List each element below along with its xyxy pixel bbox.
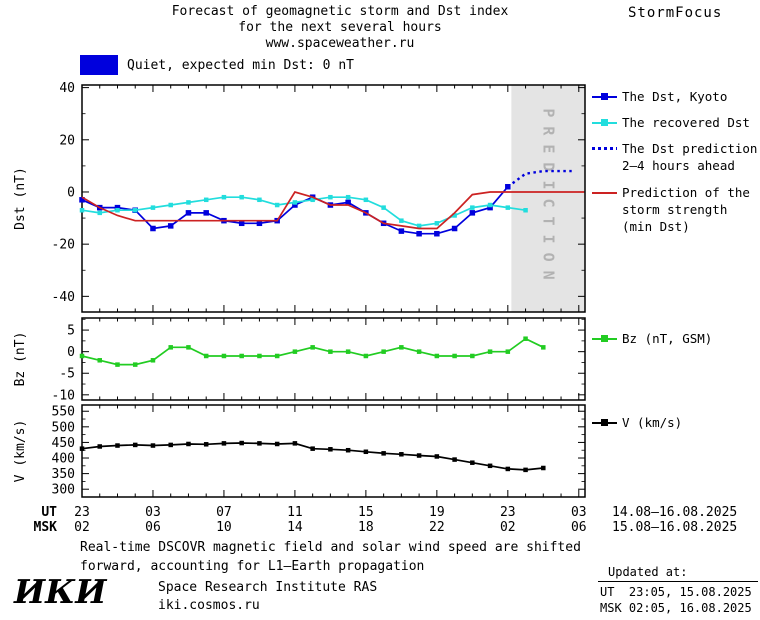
svg-text:0: 0: [67, 185, 75, 200]
svg-text:20: 20: [59, 133, 75, 148]
recovered-dst-marker-icon: [592, 116, 617, 129]
v-axis-label: V (km/s): [13, 420, 28, 483]
legend-label: The Dst prediction 2–4 hours ahead: [622, 141, 758, 173]
svg-text:10: 10: [216, 520, 232, 535]
svg-text:03: 03: [145, 505, 161, 520]
svg-text:-5: -5: [59, 367, 75, 382]
source-url: www.spaceweather.ru: [265, 36, 415, 51]
legend-item-bz: Bz (nT, GSM): [592, 330, 712, 347]
institute-website: iki.cosmos.ru: [158, 598, 260, 613]
svg-text:0: 0: [67, 345, 75, 360]
svg-text:UT: UT: [41, 505, 57, 520]
quiet-status-text: Quiet, expected min Dst: 0 nT: [127, 57, 354, 73]
bz-marker-icon: [592, 332, 617, 345]
svg-text:MSK: MSK: [34, 520, 58, 535]
storm-strength-marker-icon: [592, 186, 617, 199]
dst-prediction-marker-icon: [592, 142, 617, 155]
institute-name: Space Research Institute RAS: [158, 580, 378, 595]
svg-text:06: 06: [145, 520, 161, 535]
updated-ut-time: UT 23:05, 15.08.2025: [600, 585, 752, 599]
svg-text:11: 11: [287, 505, 303, 520]
svg-text:14.08–16.08.2025: 14.08–16.08.2025: [612, 505, 737, 520]
v-marker-icon: [592, 416, 617, 429]
legend-label: The recovered Dst: [622, 115, 750, 130]
legend-item-v: V (km/s): [592, 414, 682, 431]
series-bz: [79, 336, 546, 367]
svg-text:15: 15: [358, 505, 374, 520]
svg-text:02: 02: [500, 520, 516, 535]
svg-text:22: 22: [429, 520, 445, 535]
propagation-note: Real-time DSCOVR magnetic field and sola…: [80, 540, 581, 574]
series-recovered-dst: [79, 194, 528, 229]
svg-text:07: 07: [216, 505, 232, 520]
bz-axis-label: Bz (nT): [13, 332, 28, 387]
updated-divider: [598, 581, 758, 582]
svg-text:15.08–16.08.2025: 15.08–16.08.2025: [612, 520, 737, 535]
quiet-status-swatch: [80, 55, 118, 75]
svg-text:-10: -10: [52, 388, 75, 403]
dst-kyoto-marker-icon: [592, 90, 617, 103]
dst-panel: PREDICTION -40 -20 0 20 40 Dst (nT): [13, 81, 586, 313]
legend-item-storm-strength: Prediction of the storm strength (min Ds…: [592, 184, 750, 235]
legend-item-dst-kyoto: The Dst, Kyoto: [592, 88, 727, 105]
svg-text:-20: -20: [52, 238, 75, 253]
series-v: [79, 440, 546, 473]
svg-text:06: 06: [571, 520, 587, 535]
iki-logo: ИКИ: [14, 572, 107, 611]
bz-panel: -10 -5 0 5 Bz (nT): [13, 317, 586, 403]
svg-text:19: 19: [429, 505, 445, 520]
legend-label: The Dst, Kyoto: [622, 89, 728, 104]
series-storm-strength: [81, 191, 585, 230]
svg-text:550: 550: [52, 405, 75, 420]
svg-text:14: 14: [287, 520, 303, 535]
svg-text:450: 450: [52, 436, 75, 451]
legend-item-recovered-dst: The recovered Dst: [592, 114, 750, 131]
svg-text:300: 300: [52, 483, 75, 498]
svg-text:02: 02: [74, 520, 90, 535]
updated-at-label: Updated at:: [608, 565, 688, 579]
svg-text:23: 23: [74, 505, 90, 520]
svg-text:400: 400: [52, 452, 75, 467]
legend-label: Bz (nT, GSM): [622, 331, 713, 346]
svg-text:23: 23: [500, 505, 516, 520]
legend-label: V (km/s): [622, 415, 683, 430]
svg-text:5: 5: [67, 324, 75, 339]
updated-msk-time: MSK 02:05, 16.08.2025: [600, 601, 752, 615]
svg-text:500: 500: [52, 420, 75, 435]
page-title: Forecast of geomagnetic storm and Dst in…: [40, 4, 640, 52]
svg-text:40: 40: [59, 81, 75, 96]
legend-label: Prediction of the storm strength (min Ds…: [622, 185, 750, 234]
prediction-label: PREDICTION: [540, 108, 558, 288]
svg-text:03: 03: [571, 505, 587, 520]
prediction-region: [511, 85, 585, 312]
brand-stormfocus: StormFocus: [628, 5, 723, 21]
legend-item-dst-prediction: The Dst prediction 2–4 hours ahead: [592, 140, 757, 174]
svg-text:350: 350: [52, 467, 75, 482]
time-axis: UT 23 03 07 11 15 19 23 03 14.08–16.08.2025 MSK 02 0…: [34, 505, 738, 535]
series-dst-prediction: [507, 169, 572, 188]
svg-text:-40: -40: [52, 290, 75, 305]
svg-text:18: 18: [358, 520, 374, 535]
storm-status-banner: Quiet, expected min Dst: 0 nT: [80, 55, 354, 75]
dst-axis-label: Dst (nT): [13, 167, 28, 230]
title-line-2: for the next several hours: [238, 20, 442, 35]
title-line-1: Forecast of geomagnetic storm and Dst in…: [171, 4, 509, 19]
